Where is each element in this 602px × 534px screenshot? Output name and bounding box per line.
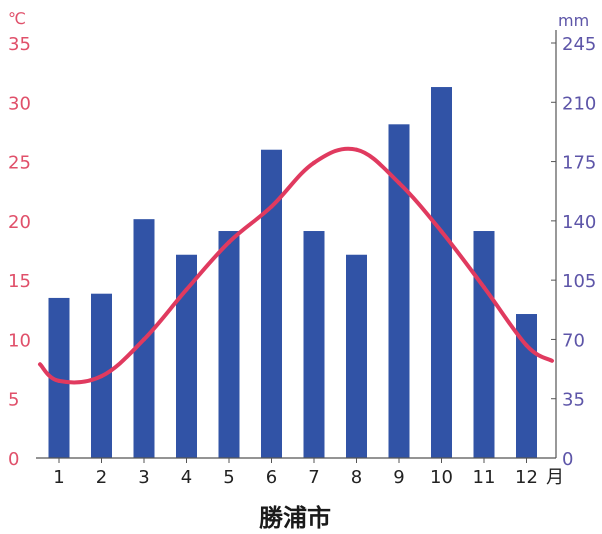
left-tick-label: 0 bbox=[8, 449, 19, 470]
temperature-point bbox=[57, 378, 61, 383]
x-tick-label: 7 bbox=[308, 467, 319, 488]
temperature-point bbox=[269, 204, 274, 209]
precipitation-bar bbox=[48, 297, 70, 458]
x-axis-unit-label: 月 bbox=[546, 467, 564, 488]
x-tick-label: 10 bbox=[430, 467, 453, 488]
x-tick-label: 2 bbox=[96, 467, 107, 488]
left-tick-label: 25 bbox=[8, 153, 31, 174]
right-tick-label: 210 bbox=[562, 93, 596, 114]
left-tick-label: 30 bbox=[8, 93, 31, 114]
left-axis-unit-label: ℃ bbox=[8, 9, 26, 28]
x-axis-ticks: 1 2 3 4 5 6 7 8 9 10 11 12 bbox=[53, 467, 538, 488]
left-tick-label: 35 bbox=[8, 34, 31, 55]
x-tick-label: 6 bbox=[266, 467, 277, 488]
temperature-line bbox=[38, 146, 554, 385]
precipitation-bar bbox=[176, 254, 197, 458]
temperature-point bbox=[184, 287, 189, 292]
x-tick-label: 8 bbox=[351, 467, 362, 488]
right-axis-unit-label: mm bbox=[558, 11, 589, 30]
left-tick-label: 5 bbox=[8, 390, 19, 411]
left-axis-ticks: 0 5 10 15 20 25 30 35 bbox=[8, 34, 31, 470]
x-tick-label: 5 bbox=[223, 467, 234, 488]
precipitation-bar bbox=[431, 87, 452, 458]
temperature-point bbox=[354, 147, 359, 152]
right-tick-label: 105 bbox=[562, 271, 596, 292]
temperature-point bbox=[439, 229, 444, 234]
left-tick-label: 10 bbox=[8, 330, 31, 351]
x-tick-label: 4 bbox=[181, 467, 192, 488]
temperature-point bbox=[99, 374, 104, 379]
precipitation-bar bbox=[303, 231, 325, 458]
right-tick-label: 70 bbox=[562, 330, 585, 351]
right-tick-label: 245 bbox=[562, 34, 596, 55]
temperature-points bbox=[57, 147, 529, 383]
x-tick-label: 12 bbox=[515, 467, 538, 488]
temperature-point bbox=[524, 343, 529, 348]
precipitation-bar bbox=[346, 254, 367, 458]
x-tick-label: 9 bbox=[393, 467, 404, 488]
right-tick-label: 35 bbox=[562, 390, 585, 411]
left-tick-label: 15 bbox=[8, 271, 31, 292]
precipitation-bar bbox=[261, 149, 282, 458]
precipitation-bar bbox=[388, 124, 410, 458]
x-tick-label: 3 bbox=[138, 467, 149, 488]
precipitation-bar bbox=[473, 231, 495, 458]
right-tick-label: 140 bbox=[562, 212, 596, 233]
temperature-point bbox=[397, 180, 401, 185]
temperature-point bbox=[482, 285, 486, 290]
right-axis-tick-marks bbox=[551, 42, 556, 459]
x-tick-label: 11 bbox=[473, 467, 496, 488]
right-tick-label: 0 bbox=[562, 449, 573, 470]
precipitation-bar bbox=[218, 231, 240, 458]
x-tick-label: 1 bbox=[53, 467, 64, 488]
temperature-point bbox=[227, 240, 231, 245]
temperature-point bbox=[312, 160, 316, 165]
chart-title: 勝浦市 bbox=[259, 504, 331, 532]
x-axis-tick-marks bbox=[58, 458, 527, 463]
temperature-point bbox=[142, 337, 146, 342]
precipitation-bars bbox=[48, 87, 537, 458]
left-tick-label: 20 bbox=[8, 212, 31, 233]
right-tick-label: 175 bbox=[562, 153, 596, 174]
right-axis-ticks: 0 35 70 105 140 175 210 245 bbox=[562, 34, 596, 470]
